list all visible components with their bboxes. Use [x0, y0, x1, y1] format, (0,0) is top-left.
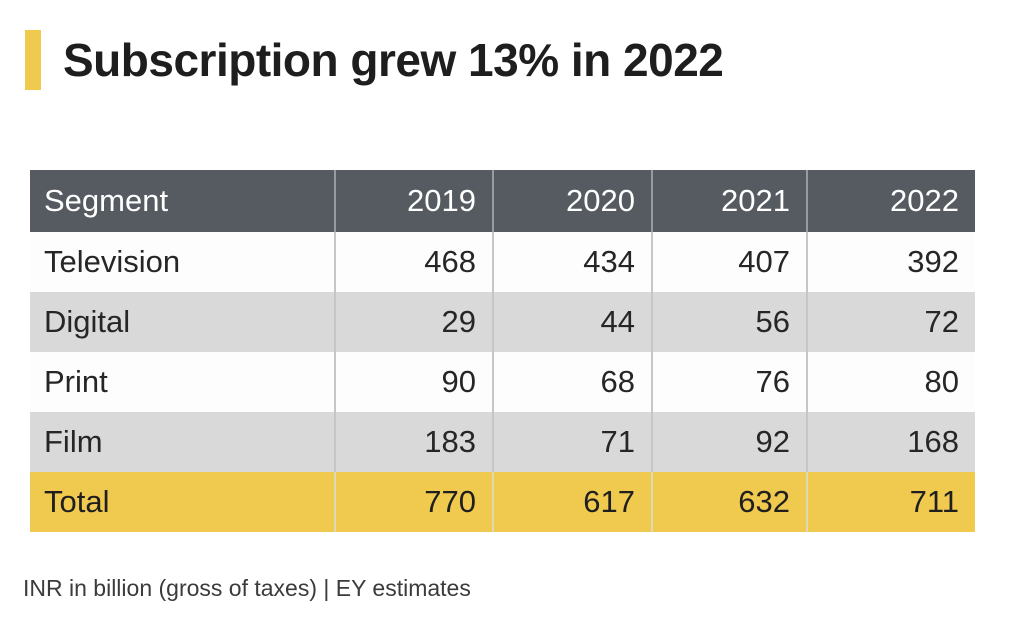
cell-value: 72 [806, 292, 975, 352]
cell-value: 71 [492, 412, 652, 472]
row-label: Total [44, 484, 110, 519]
table-row-film: Film 183 71 92 168 [30, 412, 975, 472]
cell-value: 468 [334, 232, 493, 292]
page-title: Subscription grew 13% in 2022 [63, 34, 724, 86]
cell-value: 29 [334, 292, 493, 352]
row-label: Film [44, 424, 103, 459]
cell-value: 76 [651, 352, 807, 412]
cell-value: 68 [492, 352, 652, 412]
cell-value: 434 [492, 232, 652, 292]
cell-value: 392 [806, 232, 975, 292]
column-header-segment: Segment [30, 170, 335, 232]
cell-value: 92 [651, 412, 807, 472]
cell-value: 168 [806, 412, 975, 472]
cell-value: 711 [806, 472, 975, 532]
subscription-table: Segment 2019 2020 2021 2022 Television 4… [30, 170, 975, 532]
cell-value: 617 [492, 472, 652, 532]
column-header-2020: 2020 [492, 170, 652, 232]
table-row-total: Total 770 617 632 711 [30, 472, 975, 532]
column-header-2021: 2021 [651, 170, 807, 232]
footnote: INR in billion (gross of taxes) | EY est… [23, 575, 471, 601]
cell-value: 407 [651, 232, 807, 292]
cell-value: 183 [334, 412, 493, 472]
title-block: Subscription grew 13% in 2022 [25, 30, 724, 90]
title-accent-bar [25, 30, 41, 90]
column-header-2019: 2019 [334, 170, 493, 232]
table-header-row: Segment 2019 2020 2021 2022 [30, 170, 975, 232]
row-label: Print [44, 364, 108, 399]
column-header-2022: 2022 [806, 170, 975, 232]
cell-value: 632 [651, 472, 807, 532]
cell-value: 770 [334, 472, 493, 532]
cell-value: 44 [492, 292, 652, 352]
table-row-print: Print 90 68 76 80 [30, 352, 975, 412]
cell-value: 90 [334, 352, 493, 412]
cell-value: 56 [651, 292, 807, 352]
table-row-television: Television 468 434 407 392 [30, 232, 975, 292]
row-label: Television [44, 244, 181, 279]
row-label: Digital [44, 304, 131, 339]
cell-value: 80 [806, 352, 975, 412]
table-row-digital: Digital 29 44 56 72 [30, 292, 975, 352]
